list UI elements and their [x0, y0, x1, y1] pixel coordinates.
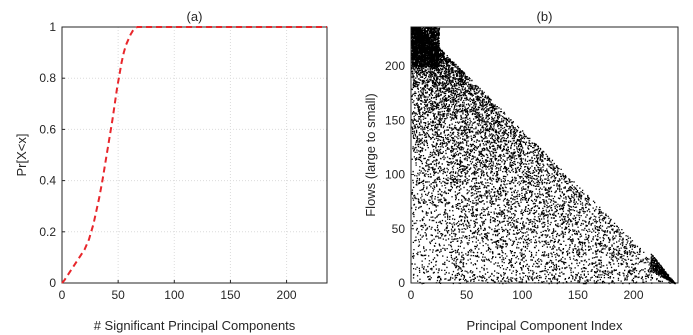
- y-tick-label: 50: [392, 222, 406, 236]
- x-tick-label: 50: [460, 288, 474, 302]
- x-tick-label: 100: [164, 288, 184, 302]
- axes-box: [410, 26, 679, 284]
- x-tick-label: 200: [623, 288, 643, 302]
- cdf-line: [61, 26, 327, 284]
- y-tick-label: 0.8: [39, 71, 56, 85]
- y-tick-label: 0.4: [39, 174, 56, 188]
- y-tick-label: 150: [385, 113, 405, 127]
- y-tick-label: 0: [49, 276, 56, 290]
- x-axis-label: Principal Component Index: [466, 318, 623, 333]
- scatter-panel: 0 50 100 150 200 0 50 100 150 200 (b) Principal Com…: [363, 9, 679, 333]
- y-axis-label: Pr[X<x]: [14, 134, 29, 177]
- y-tick-label: 200: [385, 59, 405, 73]
- x-tick-label: 200: [277, 288, 297, 302]
- scatter-points: [411, 27, 676, 285]
- y-tick-label: 0.6: [39, 122, 56, 136]
- x-tick-label: 0: [59, 288, 66, 302]
- y-axis-label: Flows (large to small): [363, 93, 378, 217]
- y-tick-label: 0: [398, 276, 405, 290]
- x-tick-label: 0: [408, 288, 415, 302]
- axes-box: [61, 26, 328, 284]
- y-tick-label: 0.2: [39, 225, 56, 239]
- x-tick-label: 100: [512, 288, 532, 302]
- x-tick-label: 150: [220, 288, 240, 302]
- y-tick-label: 1: [49, 20, 56, 34]
- cdf-panel: 0 50 100 150 200 0 0.2 0.4 0.6 0.8 1 (a) # Significa…: [14, 9, 328, 333]
- y-tick-label: 100: [385, 168, 405, 182]
- scatter-marks: [411, 27, 676, 285]
- x-tick-label: 150: [568, 288, 588, 302]
- x-axis-label: # Significant Principal Components: [94, 318, 296, 333]
- chart-title: (b): [537, 9, 553, 24]
- x-tick-label: 50: [111, 288, 125, 302]
- chart-title: (a): [187, 9, 203, 24]
